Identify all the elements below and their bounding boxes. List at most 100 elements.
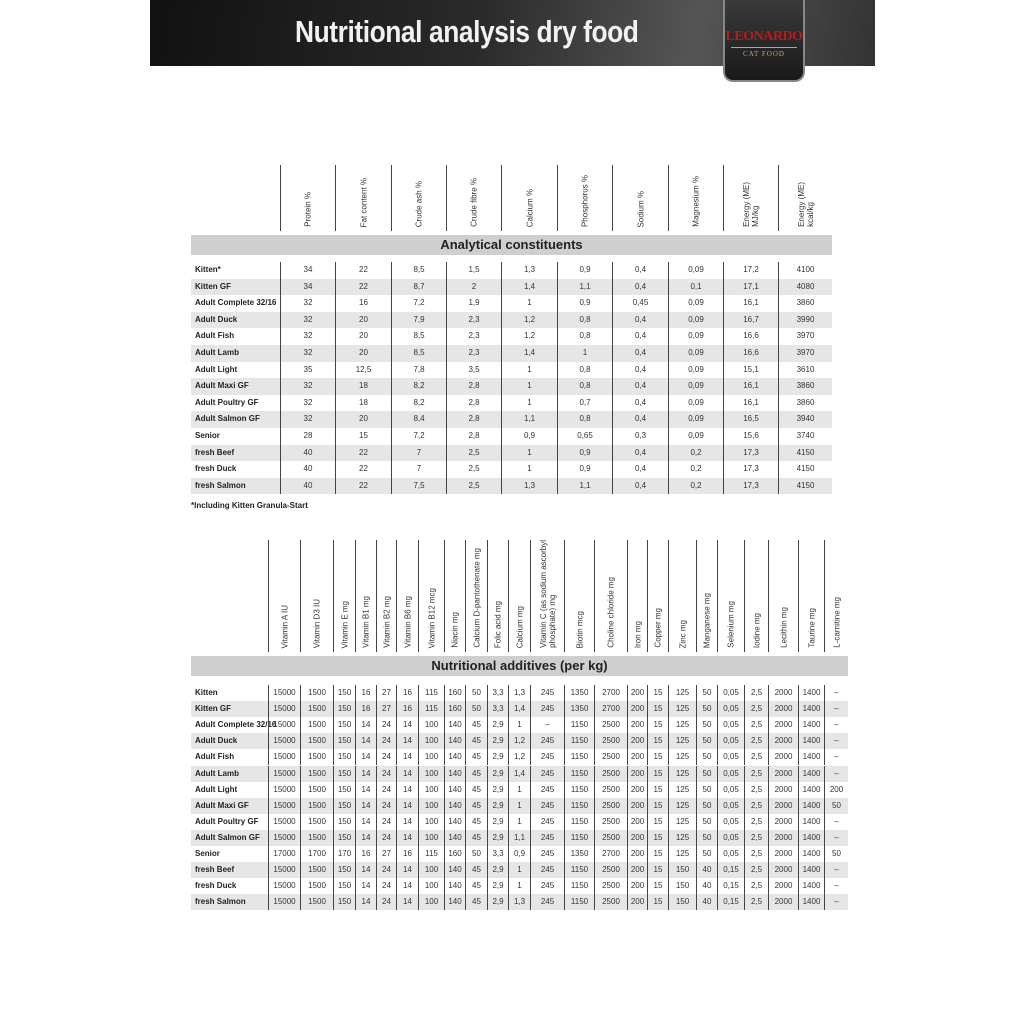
table-cell: 0,05 [717,733,744,750]
table-cell: 0,65 [557,428,612,445]
column-header: Vitamin B2 mg [376,540,396,652]
table-cell: 0,05 [717,701,744,718]
table-cell: 1,3 [508,894,530,911]
table-row: Kitten GF 34 22 8,7 2 1,4 1,1 0,4 0,1 17,1 4080 [191,278,832,296]
column-header-label: Biotin mcg [575,610,584,648]
table-cell: 1400 [798,685,824,702]
table-cell: 1500 [300,894,333,911]
table-cell: 22 [335,262,391,279]
table-cell: 32 [280,345,335,362]
table-cell: 1500 [300,862,333,879]
table-cell: 16,5 [723,411,778,428]
table-cell: 0,8 [557,311,612,329]
table-cell: 15000 [268,733,300,750]
table-cell: 0,05 [717,749,744,766]
table-cell: 1400 [798,894,824,911]
table-cell: 32 [280,295,335,312]
footnote: *Including Kitten Granula-Start [191,501,308,510]
column-header: Calcium % [501,165,557,231]
table-cell: 40 [696,894,717,911]
table-cell: 2,3 [446,328,501,345]
table-cell: 125 [668,685,696,702]
table-cell: 32 [280,411,335,428]
table-cell: 1150 [564,717,594,734]
table-cell: 200 [627,765,647,782]
row-label: Adult Light [195,784,238,794]
table-cell: 2,5 [446,477,501,495]
table-cell: 0,9 [557,295,612,312]
table-cell: 32 [280,311,335,329]
column-header-label: Energy (ME) MJ/kg [742,182,760,227]
table-cell: 2,5 [744,685,768,702]
table-cell: 45 [465,781,487,798]
column-header: Iodine mg [744,540,768,652]
table-cell: 2500 [594,733,627,750]
table-cell: 20 [335,328,391,345]
table-cell: 2,9 [487,862,508,879]
table-cell: 14 [396,829,418,846]
table-cell: 1500 [300,813,333,830]
table-cell: 1,2 [501,328,557,345]
table-cell: 45 [465,797,487,814]
table-cell: 0,15 [717,894,744,911]
table-cell: 1150 [564,765,594,782]
table-cell: 1400 [798,717,824,734]
table-cell: 14 [396,862,418,879]
table-cell: 15000 [268,862,300,879]
table-row: Adult Fish 15000 1500 150 14 24 14 100 140 45 2,9 1… [191,749,848,766]
table-cell: – [824,813,848,830]
table-cell: – [824,878,848,895]
table-cell: 160 [444,846,465,863]
table-cell: 0,8 [557,411,612,428]
table-cell: 40 [280,444,335,462]
table-cell: 245 [530,701,564,718]
table-cell: 140 [444,765,465,782]
column-header: Lecithin mg [768,540,798,652]
table-cell: 2000 [768,846,798,863]
table-cell: 2,5 [744,781,768,798]
table-cell: 125 [668,797,696,814]
table-cell: 125 [668,733,696,750]
table-cell: 0,3 [612,428,668,445]
table-cell: 1500 [300,878,333,895]
table-row: Kitten* 34 22 8,5 1,5 1,3 0,9 0,4 0,09 17,2 4100 [191,262,832,279]
table-cell: 15000 [268,781,300,798]
table-cell: 125 [668,813,696,830]
table-cell: 200 [627,829,647,846]
table-cell: 200 [627,733,647,750]
table-cell: 2000 [768,781,798,798]
column-header-label: Crude fibre % [469,178,479,227]
table-row: Adult Duck 15000 1500 150 14 24 14 100 140 45 2,9 1… [191,733,848,750]
table-cell: 245 [530,685,564,702]
table-row: fresh Salmon 40 22 7,5 2,5 1,3 1,1 0,4 0,2 17,3 41… [191,477,832,495]
table-cell: 150 [333,685,355,702]
table-cell: 2,5 [744,797,768,814]
table-cell: 1400 [798,749,824,766]
table-cell: 15 [647,765,668,782]
table-cell: 1,2 [508,733,530,750]
table-cell: 140 [444,717,465,734]
table-cell: 7,5 [391,477,446,495]
table-cell: 16 [335,295,391,312]
table-cell: 18 [335,378,391,395]
table-cell: 15000 [268,749,300,766]
table-cell: 1150 [564,749,594,766]
table-cell: 1 [508,797,530,814]
section-title: Analytical constituents [191,235,832,255]
column-header: Vitamin C (as sodium ascorbyl phosphate)… [530,540,564,652]
table-cell: 140 [444,781,465,798]
table-cell: 24 [376,733,396,750]
table-cell: 200 [627,781,647,798]
table-cell: 35 [280,361,335,379]
column-header: Vitamin B12 mcg [418,540,444,652]
table-cell: 16 [396,685,418,702]
table-cell: 32 [280,394,335,412]
table-cell: 1150 [564,829,594,846]
table-row: Senior 17000 1700 170 16 27 16 115 160 50 3,3 0,9 24… [191,846,848,863]
table-cell: 14 [355,749,376,766]
table-cell: 15 [647,813,668,830]
table-cell: 16,6 [723,345,778,362]
table-cell: 200 [627,717,647,734]
column-header: Manganese mg [696,540,717,652]
table-cell: 0,09 [668,295,723,312]
